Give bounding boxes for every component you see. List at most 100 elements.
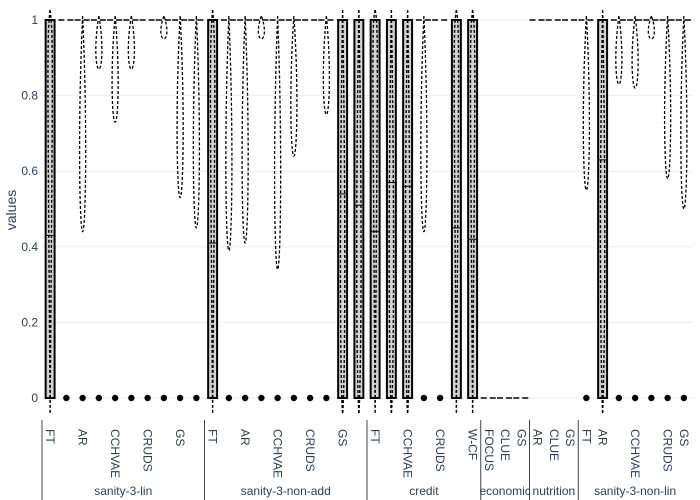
outlier-point xyxy=(631,394,639,402)
box-item xyxy=(74,15,91,402)
box-item xyxy=(172,15,189,402)
box-item xyxy=(44,9,56,415)
x-tick-label: GS xyxy=(563,429,577,446)
box-item xyxy=(337,9,349,415)
outlier-point xyxy=(664,394,671,402)
outlier-point xyxy=(615,394,623,402)
outlier-point xyxy=(176,394,184,402)
box-item xyxy=(107,15,124,402)
box-item xyxy=(269,15,286,402)
outlier-point xyxy=(290,394,298,402)
outlier-point xyxy=(436,394,444,402)
outlier-point xyxy=(193,394,200,402)
y-tick-label: 0.2 xyxy=(21,315,38,329)
outlier-point xyxy=(160,394,168,402)
box-item xyxy=(123,15,140,402)
x-tick-label: FT xyxy=(206,429,220,444)
x-tick-label: CCHVAE xyxy=(108,429,122,478)
box-item xyxy=(659,15,676,402)
box-item xyxy=(207,9,219,415)
x-tick-label: CRUDS xyxy=(141,429,155,472)
violin-outline xyxy=(47,9,54,415)
violin-outline xyxy=(273,15,282,271)
box-item xyxy=(467,9,479,415)
violin-outline xyxy=(420,15,428,233)
box-item xyxy=(369,9,381,415)
violin-outline xyxy=(225,15,233,252)
group-label: nutrition xyxy=(533,484,576,498)
group-label: credit xyxy=(409,484,439,498)
outlier-point xyxy=(111,394,119,402)
violin-outline xyxy=(469,9,476,415)
violin-outline xyxy=(582,15,591,191)
x-tick-label: GS xyxy=(677,429,691,446)
y-axis-title: values xyxy=(3,190,19,230)
group-label: economic xyxy=(479,484,530,498)
box-rect xyxy=(450,19,462,399)
x-tick-label: AR xyxy=(76,429,90,446)
box-item xyxy=(253,15,270,402)
outlier-point xyxy=(63,394,70,402)
outlier-point xyxy=(274,394,281,402)
violin-outline xyxy=(322,15,331,116)
violin-outline xyxy=(663,15,672,180)
outlier-point xyxy=(258,394,265,402)
y-tick-label: 0.4 xyxy=(21,240,38,254)
box-item xyxy=(318,15,335,402)
violin-outline xyxy=(631,15,639,89)
violin-outline xyxy=(78,15,87,233)
x-tick-label: W-CF xyxy=(466,429,480,460)
box-item xyxy=(597,9,609,415)
x-tick-label: CCHVAE xyxy=(401,429,415,478)
box-item xyxy=(415,15,432,402)
violin-outline xyxy=(453,9,460,415)
x-tick-label: GS xyxy=(173,429,187,446)
x-tick-label: AR xyxy=(596,429,610,446)
box-rect xyxy=(385,19,397,399)
box-rect xyxy=(597,19,609,399)
outlier-point xyxy=(420,394,428,402)
box-rect xyxy=(44,19,56,399)
violin-outline xyxy=(176,15,184,199)
y-tick-label: 0.8 xyxy=(21,89,38,103)
box-item xyxy=(675,15,692,402)
outlier-point xyxy=(241,394,249,402)
plot-area xyxy=(44,9,692,415)
violin-outline xyxy=(209,9,216,415)
outlier-point xyxy=(306,394,314,402)
y-tick-label: 0 xyxy=(31,391,38,405)
box-rect xyxy=(353,19,365,399)
violin-outline xyxy=(372,9,379,415)
box-rect xyxy=(337,19,349,399)
violin-outline xyxy=(599,9,606,415)
outlier-point xyxy=(583,394,590,402)
box-item xyxy=(90,15,107,402)
box-item xyxy=(220,15,237,402)
outlier-point xyxy=(225,394,233,402)
outlier-point xyxy=(79,394,86,402)
box-rect xyxy=(402,19,414,399)
x-tick-label: CCHVAE xyxy=(628,429,642,478)
x-tick-label: GS xyxy=(514,429,528,446)
box-item xyxy=(432,19,449,402)
box-item xyxy=(578,15,595,402)
box-item xyxy=(155,15,172,402)
x-tick-label: FT xyxy=(368,429,382,444)
violin-outline xyxy=(257,15,266,40)
x-tick-label: CLUE xyxy=(498,429,512,461)
box-item xyxy=(610,15,627,402)
x-tick-label: FT xyxy=(579,429,593,444)
group-label: sanity-3-lin xyxy=(94,484,152,498)
violin-outline xyxy=(127,15,136,70)
box-item xyxy=(139,19,156,402)
outlier-point xyxy=(128,394,135,402)
box-item xyxy=(385,9,397,415)
violin-outline xyxy=(111,15,119,123)
violin-outline xyxy=(680,15,688,210)
violin-outline xyxy=(404,9,411,415)
box-rect xyxy=(207,19,219,399)
violin-outline xyxy=(388,9,395,415)
x-tick-label: FOCUS xyxy=(482,429,496,471)
violin-outline xyxy=(647,15,656,40)
